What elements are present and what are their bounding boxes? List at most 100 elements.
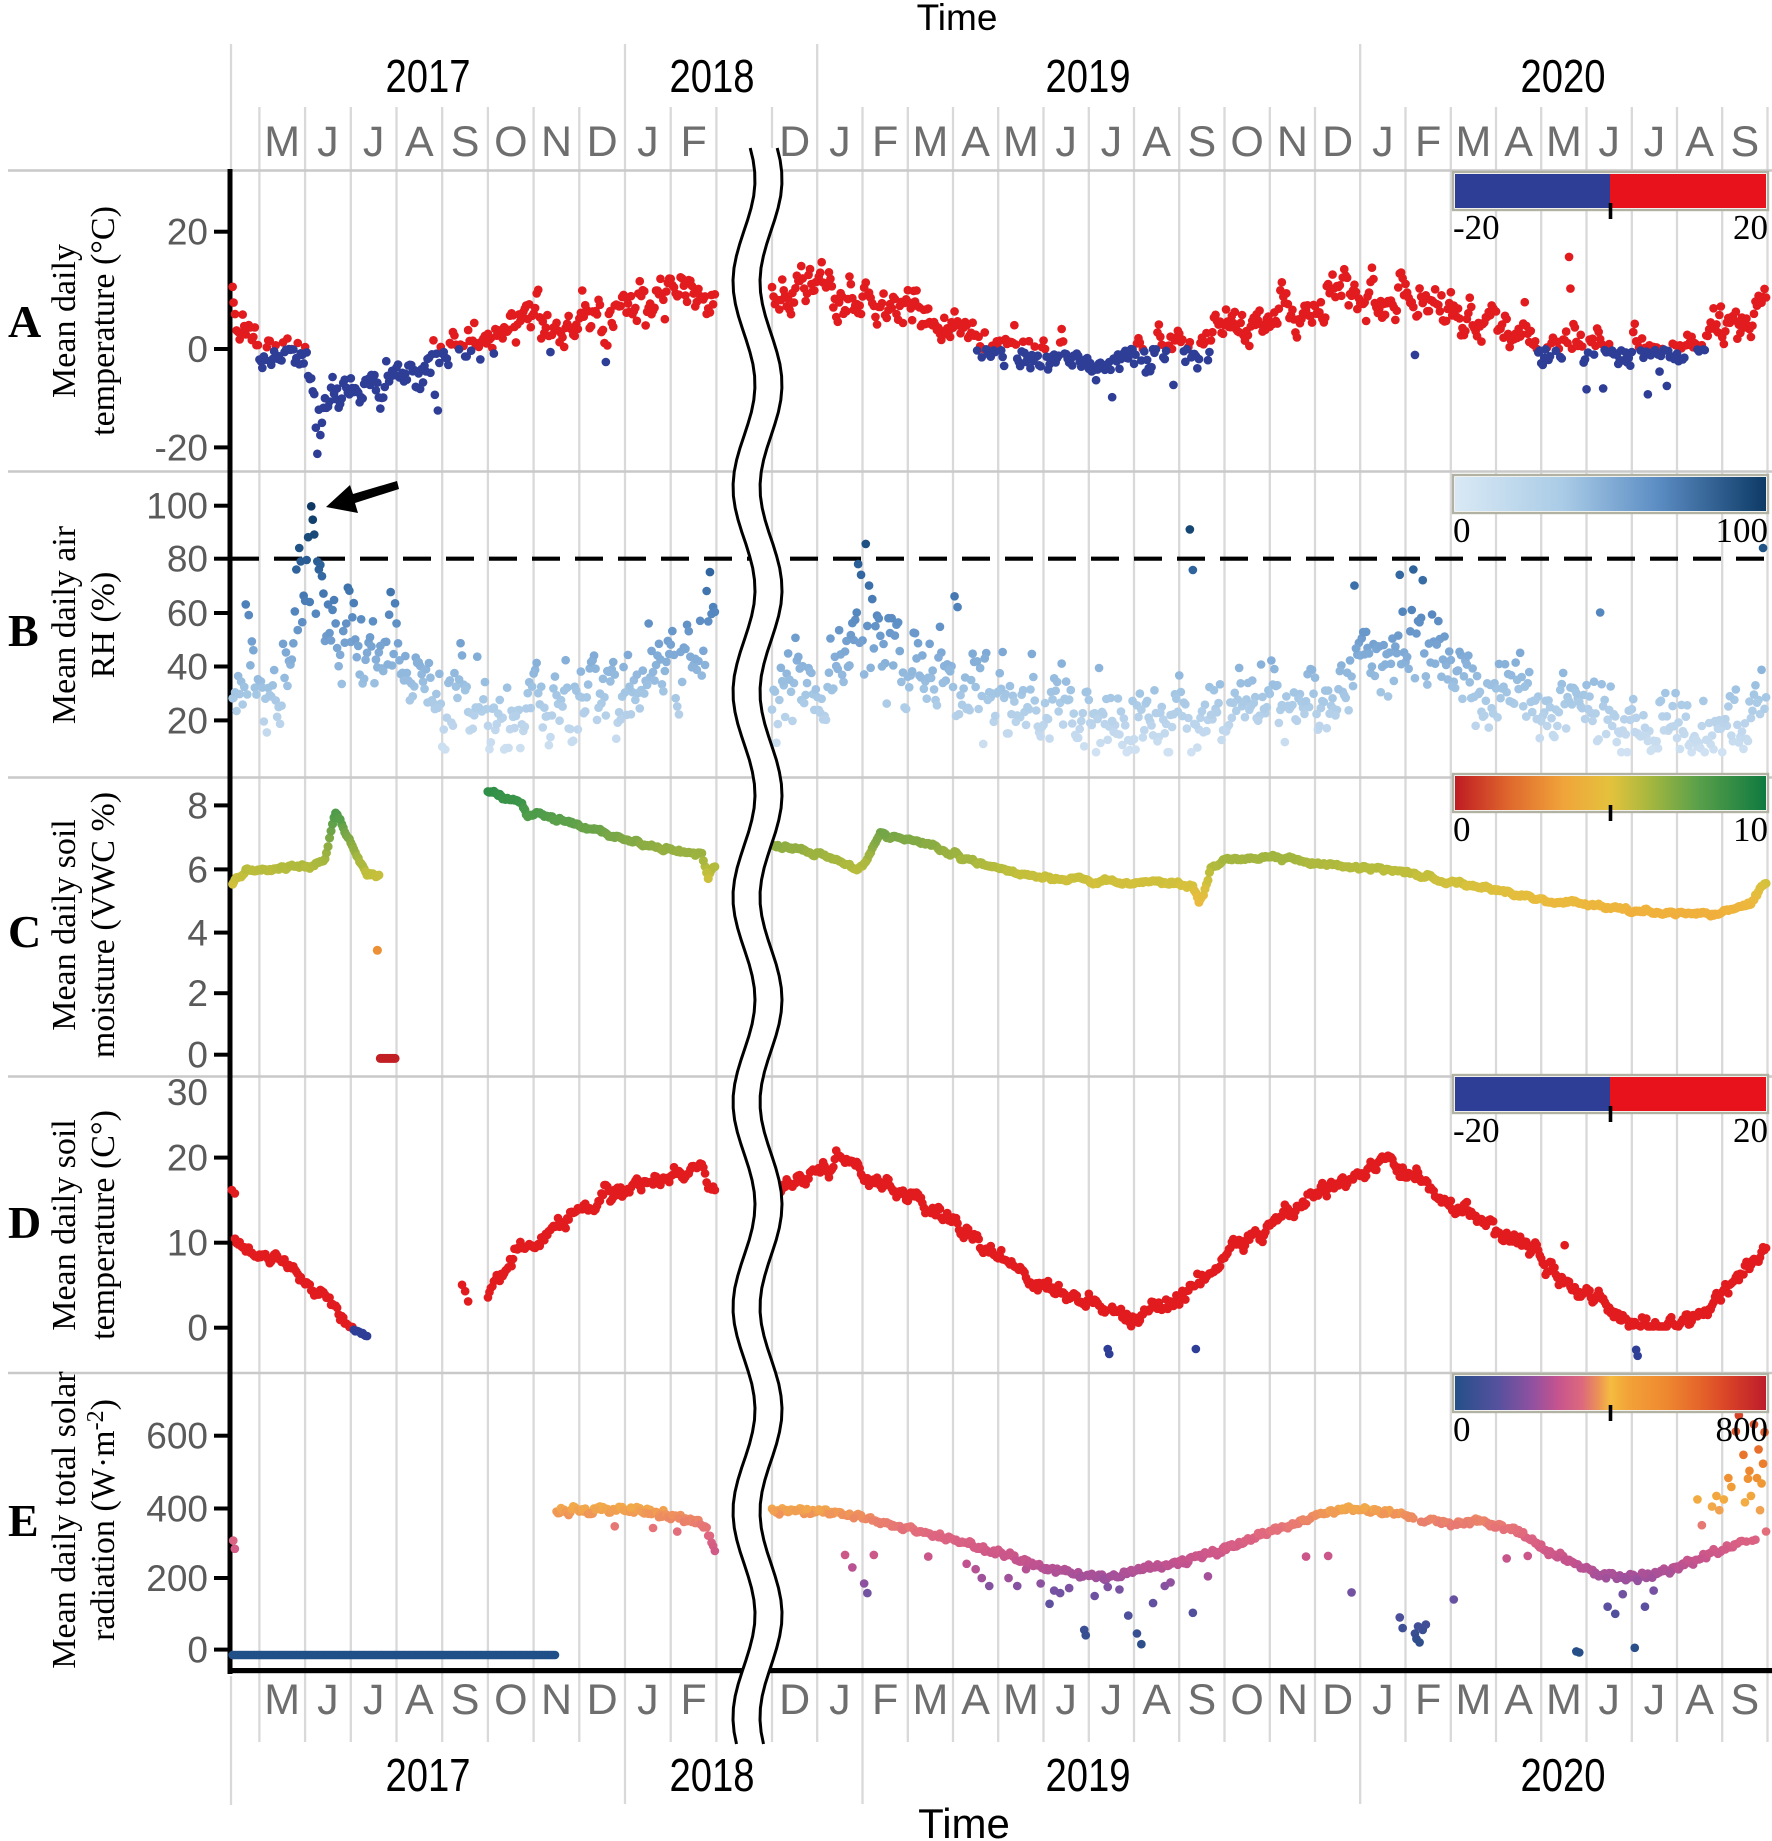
- svg-text:200: 200: [146, 1558, 208, 1599]
- svg-text:Mean daily total solar: Mean daily total solar: [46, 1371, 83, 1669]
- svg-text:A: A: [405, 1676, 434, 1724]
- svg-text:A: A: [961, 1676, 990, 1724]
- svg-text:temperature (C°): temperature (C°): [85, 1110, 122, 1340]
- svg-text:moisture (VWC %): moisture (VWC %): [85, 792, 122, 1058]
- svg-text:60: 60: [167, 593, 208, 634]
- svg-text:J: J: [1055, 118, 1077, 166]
- svg-text:J: J: [317, 1676, 339, 1724]
- svg-text:O: O: [494, 118, 527, 166]
- svg-text:D: D: [779, 118, 810, 166]
- svg-text:2018: 2018: [670, 50, 755, 102]
- svg-text:S: S: [451, 118, 480, 166]
- svg-text:2: 2: [187, 973, 208, 1014]
- svg-text:80: 80: [167, 539, 208, 580]
- svg-text:Mean daily air: Mean daily air: [46, 525, 83, 724]
- svg-text:O: O: [494, 1676, 527, 1724]
- svg-text:J: J: [1372, 118, 1394, 166]
- svg-text:S: S: [1731, 118, 1760, 166]
- svg-text:A: A: [8, 296, 41, 347]
- svg-text:J: J: [1644, 1676, 1666, 1724]
- svg-text:F: F: [872, 118, 898, 166]
- svg-text:100: 100: [146, 486, 208, 527]
- svg-text:temperature (°C): temperature (°C): [85, 206, 122, 436]
- svg-text:M: M: [264, 118, 300, 166]
- svg-text:J: J: [1101, 118, 1123, 166]
- svg-text:2020: 2020: [1521, 50, 1606, 102]
- svg-text:D: D: [587, 1676, 618, 1724]
- svg-text:4: 4: [187, 913, 208, 954]
- svg-text:20: 20: [1733, 208, 1768, 247]
- svg-text:J: J: [1055, 1676, 1077, 1724]
- svg-text:40: 40: [167, 647, 208, 688]
- svg-text:2017: 2017: [386, 50, 471, 102]
- svg-text:10: 10: [167, 1223, 208, 1264]
- svg-text:J: J: [363, 1676, 385, 1724]
- svg-text:30: 30: [167, 1072, 208, 1113]
- svg-text:8: 8: [187, 785, 208, 826]
- svg-text:M: M: [1546, 118, 1582, 166]
- svg-text:M: M: [1003, 118, 1039, 166]
- svg-text:D: D: [1322, 1676, 1353, 1724]
- svg-text:A: A: [405, 118, 434, 166]
- svg-text:D: D: [8, 1197, 41, 1248]
- svg-text:0: 0: [187, 1035, 208, 1076]
- svg-text:10: 10: [1733, 810, 1768, 849]
- svg-text:N: N: [541, 1676, 572, 1724]
- svg-text:M: M: [264, 1676, 300, 1724]
- svg-text:A: A: [1685, 1676, 1714, 1724]
- svg-text:J: J: [317, 118, 339, 166]
- svg-text:0: 0: [187, 329, 208, 370]
- svg-text:20: 20: [167, 700, 208, 741]
- svg-text:400: 400: [146, 1489, 208, 1530]
- svg-text:radiation (W·m-2): radiation (W·m-2): [83, 1399, 122, 1641]
- svg-text:Mean daily: Mean daily: [46, 244, 83, 398]
- svg-text:S: S: [1731, 1676, 1760, 1724]
- svg-text:O: O: [1230, 1676, 1263, 1724]
- svg-text:N: N: [1277, 118, 1308, 166]
- svg-text:2020: 2020: [1521, 1749, 1606, 1801]
- svg-text:0: 0: [187, 1308, 208, 1349]
- svg-text:J: J: [1372, 1676, 1394, 1724]
- svg-text:600: 600: [146, 1416, 208, 1457]
- svg-text:A: A: [1504, 118, 1533, 166]
- svg-text:F: F: [1415, 1676, 1441, 1724]
- svg-text:A: A: [1142, 118, 1171, 166]
- svg-text:N: N: [1277, 1676, 1308, 1724]
- svg-text:J: J: [363, 118, 385, 166]
- svg-text:0: 0: [1453, 1410, 1471, 1449]
- svg-text:Time: Time: [918, 1800, 1010, 1841]
- svg-text:M: M: [1546, 1676, 1582, 1724]
- svg-text:0: 0: [1453, 511, 1471, 550]
- svg-text:N: N: [541, 118, 572, 166]
- svg-text:RH (%): RH (%): [85, 572, 122, 679]
- svg-text:J: J: [829, 118, 851, 166]
- svg-text:6: 6: [187, 849, 208, 890]
- svg-text:-20: -20: [155, 427, 208, 468]
- svg-text:F: F: [872, 1676, 898, 1724]
- svg-text:F: F: [1415, 118, 1441, 166]
- svg-text:S: S: [1188, 118, 1217, 166]
- svg-text:D: D: [1322, 118, 1353, 166]
- svg-text:20: 20: [167, 1138, 208, 1179]
- svg-text:2019: 2019: [1046, 50, 1131, 102]
- svg-text:20: 20: [167, 212, 208, 253]
- svg-text:F: F: [680, 1676, 706, 1724]
- svg-text:J: J: [637, 118, 659, 166]
- svg-text:-20: -20: [1453, 208, 1500, 247]
- svg-text:M: M: [912, 1676, 948, 1724]
- svg-text:20: 20: [1733, 1111, 1768, 1150]
- svg-text:E: E: [8, 1495, 39, 1546]
- svg-text:Time: Time: [917, 0, 998, 38]
- svg-text:J: J: [637, 1676, 659, 1724]
- svg-text:S: S: [451, 1676, 480, 1724]
- svg-text:J: J: [1101, 1676, 1123, 1724]
- svg-text:2017: 2017: [386, 1749, 471, 1801]
- svg-text:B: B: [8, 605, 39, 656]
- svg-text:0: 0: [187, 1630, 208, 1671]
- svg-text:-20: -20: [1453, 1111, 1500, 1150]
- svg-text:A: A: [961, 118, 990, 166]
- svg-text:A: A: [1504, 1676, 1533, 1724]
- svg-text:A: A: [1685, 118, 1714, 166]
- svg-text:J: J: [829, 1676, 851, 1724]
- svg-text:M: M: [1003, 1676, 1039, 1724]
